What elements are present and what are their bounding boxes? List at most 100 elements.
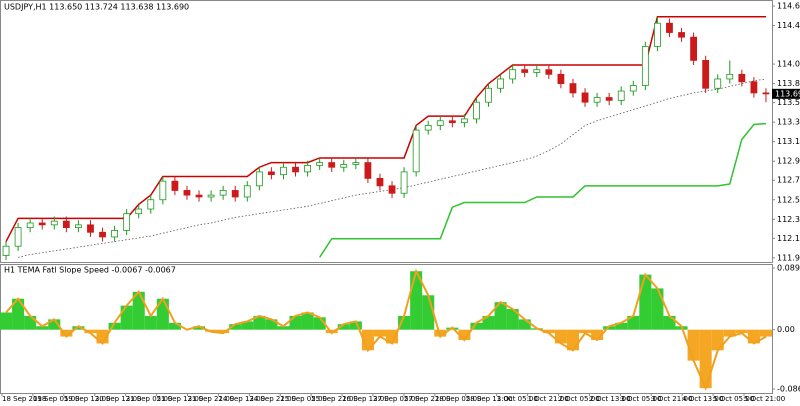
candle-body xyxy=(280,166,287,176)
histogram-bar xyxy=(241,321,254,330)
histogram-bar xyxy=(651,288,664,330)
histogram-bar xyxy=(84,329,97,334)
histogram-bar xyxy=(24,315,37,330)
histogram-bar xyxy=(663,315,676,330)
candle-body xyxy=(38,222,46,226)
histogram-bar xyxy=(518,319,531,330)
histogram-bar xyxy=(12,298,25,330)
candle-body xyxy=(629,85,637,92)
y-tick-label: 112.965 xyxy=(777,157,800,166)
candle-body xyxy=(50,220,58,226)
candle-body xyxy=(509,69,517,80)
candle-body xyxy=(436,120,444,126)
histogram-bar xyxy=(458,329,471,341)
histogram-bar xyxy=(591,329,604,341)
histogram-bar xyxy=(398,315,411,330)
histogram-bar xyxy=(735,329,748,334)
candle-body xyxy=(2,245,10,256)
histogram-bar xyxy=(373,329,386,337)
histogram-bar xyxy=(325,329,338,334)
x-tick-label: 28 Sep 05:00 xyxy=(435,395,482,403)
histogram-bar xyxy=(253,315,266,330)
candle-body xyxy=(641,46,649,86)
candle-body xyxy=(412,129,420,173)
y-tick-label: 111.925 xyxy=(777,253,800,262)
x-tick-label: 1 Oct 21:00 xyxy=(528,395,569,403)
x-tick-label: 21 Sep 13:00 xyxy=(157,395,204,403)
y-tick-label: 114.010 xyxy=(777,60,800,69)
x-tick-label: 21 Sep 21:00 xyxy=(188,395,235,403)
histogram-bar xyxy=(615,322,628,330)
x-tick-label: 25 Sep 21:00 xyxy=(311,395,358,403)
candle-body xyxy=(219,190,227,196)
histogram-bar xyxy=(627,315,640,330)
candle-body xyxy=(316,162,324,166)
candle-body xyxy=(400,171,408,194)
histogram-bar xyxy=(759,329,772,337)
histogram-bar xyxy=(579,329,592,334)
candle-body xyxy=(738,73,746,83)
candle-body xyxy=(171,180,179,191)
y-tick-label: 0.00 xyxy=(777,325,795,334)
candle-body xyxy=(473,101,480,120)
candle-body xyxy=(533,69,541,73)
candle-body xyxy=(292,166,299,173)
candle-body xyxy=(75,224,82,229)
candle-body xyxy=(497,78,504,89)
histogram-bar xyxy=(108,322,121,330)
candle-body xyxy=(123,213,131,231)
x-tick-label: 2 Oct 13:00 xyxy=(589,395,630,403)
candle-body xyxy=(666,22,673,33)
histogram-bar xyxy=(289,315,302,330)
histogram-bar xyxy=(144,315,157,330)
histogram-bar xyxy=(386,329,399,344)
histogram-bar xyxy=(506,309,519,330)
candle-body xyxy=(388,185,396,194)
candle-body xyxy=(147,199,155,210)
histogram-bar xyxy=(337,324,350,330)
x-tick-label: 27 Sep 21:00 xyxy=(404,395,451,403)
histogram-bar xyxy=(0,312,13,330)
candle-body xyxy=(593,97,601,103)
candle-body xyxy=(159,180,167,201)
y-tick-label: 113.175 xyxy=(777,137,800,146)
indicator-line xyxy=(319,122,767,258)
candle-body xyxy=(255,171,263,187)
histogram-bar xyxy=(60,329,73,337)
x-tick-label: 19 Sep 05:00 xyxy=(33,395,80,403)
candle-body xyxy=(207,194,215,198)
y-tick-label: 113.595 xyxy=(777,98,800,107)
candle-body xyxy=(111,230,118,238)
x-tick-label: 18 Sep 2018 xyxy=(2,395,46,403)
histogram-bar xyxy=(48,319,61,330)
histogram-bar xyxy=(36,326,49,330)
candle-body xyxy=(195,194,203,198)
candle-body xyxy=(762,92,770,95)
x-tick-label: 28 Sep 13:00 xyxy=(466,395,513,403)
candle-body xyxy=(726,73,734,80)
candle-body xyxy=(268,171,275,176)
candle-body xyxy=(62,220,70,229)
x-tick-label: 24 Sep 13:00 xyxy=(218,395,265,403)
signal-line xyxy=(5,268,767,392)
candle-body xyxy=(581,92,589,103)
candle-body xyxy=(605,97,613,101)
histogram-bar xyxy=(494,302,507,330)
candle-body xyxy=(183,190,191,196)
histogram-bar xyxy=(711,329,724,351)
y-tick-label: 112.760 xyxy=(777,176,800,185)
y-tick-label: 112.340 xyxy=(777,215,800,224)
candle-body xyxy=(14,227,22,247)
histogram-bar xyxy=(168,322,181,330)
main-panel-frame xyxy=(0,0,773,263)
x-tick-label: 20 Sep 13:00 xyxy=(95,395,142,403)
x-tick-label: 21 Sep 05:00 xyxy=(126,395,173,403)
candle-body xyxy=(304,164,311,173)
candle-body xyxy=(461,118,468,124)
current-price-box xyxy=(772,88,800,99)
x-tick-label: 5 Oct 05:00 xyxy=(713,395,754,403)
histogram-bar xyxy=(470,322,483,330)
candle-body xyxy=(424,125,432,131)
histogram-bar xyxy=(723,329,736,337)
